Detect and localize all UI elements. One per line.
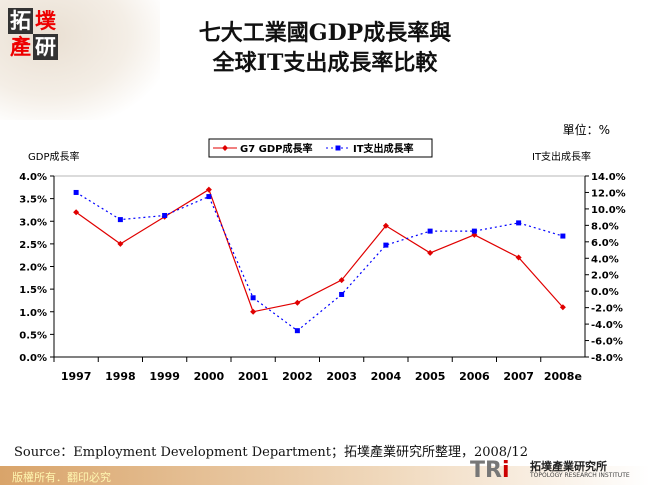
y2-tick-label: 2.0% xyxy=(591,271,619,282)
plot-area xyxy=(53,175,586,358)
series-line xyxy=(75,191,564,332)
legend-marker xyxy=(222,145,228,151)
data-point xyxy=(560,233,566,239)
data-point xyxy=(559,304,566,311)
y-tick-label: 2.0% xyxy=(19,263,47,274)
data-point xyxy=(73,209,80,216)
series-line xyxy=(75,188,564,313)
y2-tick-label: 10.0% xyxy=(591,205,626,216)
title-line-1: 七大工業國GDP成長率與 xyxy=(198,20,452,46)
data-point xyxy=(515,254,522,261)
y-tick-label: 3.5% xyxy=(19,195,47,206)
logo-char: 拓 xyxy=(8,8,33,34)
unit-label: 單位：% xyxy=(562,123,610,137)
data-point xyxy=(516,220,522,226)
tri-logo: TRi xyxy=(470,458,510,483)
data-point xyxy=(471,228,477,234)
data-point xyxy=(427,249,434,256)
y2-tick-label: 14.0% xyxy=(591,172,626,183)
source-note: Source：Employment Development Department… xyxy=(14,445,528,460)
data-point xyxy=(294,299,301,306)
footer-bar: 版權所有．翻印必究 xyxy=(0,466,650,485)
x-tick-label: 1998 xyxy=(105,370,136,383)
y-tick-label: 2.5% xyxy=(19,240,47,251)
legend xyxy=(208,138,433,158)
chart: 0.0% 0.5% 1.0% 1.5% 2.0% 2.5% 3.0% 3.5% 4.0% -8.0… xyxy=(19,138,626,383)
x-tick-label: 2004 xyxy=(371,370,402,383)
y2-tick-label: -6.0% xyxy=(591,337,623,348)
data-point xyxy=(205,186,212,193)
y2-tick-label: 0.0% xyxy=(591,287,619,298)
data-point xyxy=(117,217,123,223)
data-point xyxy=(250,295,256,301)
y2-tick-label: 4.0% xyxy=(591,254,619,265)
x-tick-label: 2005 xyxy=(415,370,446,383)
brand-name: 拓墣產業研究所 xyxy=(530,460,607,473)
page-title: 七大工業國GDP成長率與 全球IT支出成長率比較 xyxy=(0,18,650,78)
data-point xyxy=(338,277,345,284)
title-line-2: 全球IT支出成長率比較 xyxy=(212,50,438,76)
x-tick-label: 2002 xyxy=(282,370,313,383)
y2-tick-label: 6.0% xyxy=(591,238,619,249)
brand-en: TOPOLOGY RESEARCH INSTITUTE xyxy=(530,472,630,479)
data-point xyxy=(383,242,389,248)
y-tick-label: 1.5% xyxy=(19,285,47,296)
x-tick-label: 2008e xyxy=(544,370,582,383)
x-tick-label: 2000 xyxy=(194,370,225,383)
data-point xyxy=(117,240,124,247)
y2-tick-label: -2.0% xyxy=(591,304,623,315)
y2-tick-label: -8.0% xyxy=(591,353,623,364)
data-point xyxy=(427,228,433,234)
y-tick-label: 0.5% xyxy=(19,330,47,341)
data-point xyxy=(162,212,168,218)
x-tick-label: 1997 xyxy=(61,370,92,383)
legend-label: IT支出成長率 xyxy=(353,142,414,155)
logo-char: 墣 xyxy=(35,9,56,33)
copyright: 版權所有．翻印必究 xyxy=(12,471,111,484)
y-axis-label: GDP成長率 xyxy=(28,150,79,163)
legend-label: G7 GDP成長率 xyxy=(240,142,313,155)
x-tick-label: 2001 xyxy=(238,370,269,383)
y-tick-label: 3.0% xyxy=(19,217,47,228)
data-point xyxy=(382,222,389,229)
y2-tick-label: -4.0% xyxy=(591,320,623,331)
y-tick-label: 1.0% xyxy=(19,308,47,319)
y2-tick-label: 8.0% xyxy=(591,221,619,232)
data-point xyxy=(206,194,212,200)
y2-tick-label: 12.0% xyxy=(591,188,626,199)
data-point xyxy=(339,291,345,297)
y-tick-label: 4.0% xyxy=(19,172,47,183)
logo-char: 研 xyxy=(33,34,58,60)
data-point xyxy=(250,308,257,315)
y2-axis-label: IT支出成長率 xyxy=(532,150,591,163)
legend-marker xyxy=(335,145,341,151)
x-tick-label: 2007 xyxy=(503,370,534,383)
logo: 拓墣產研 xyxy=(8,8,60,64)
x-tick-label: 1999 xyxy=(149,370,180,383)
x-tick-label: 2003 xyxy=(326,370,357,383)
x-tick-label: 2006 xyxy=(459,370,490,383)
logo-char: 產 xyxy=(10,35,31,59)
y-tick-label: 0.0% xyxy=(19,353,47,364)
data-point xyxy=(73,189,79,195)
data-point xyxy=(294,328,300,334)
